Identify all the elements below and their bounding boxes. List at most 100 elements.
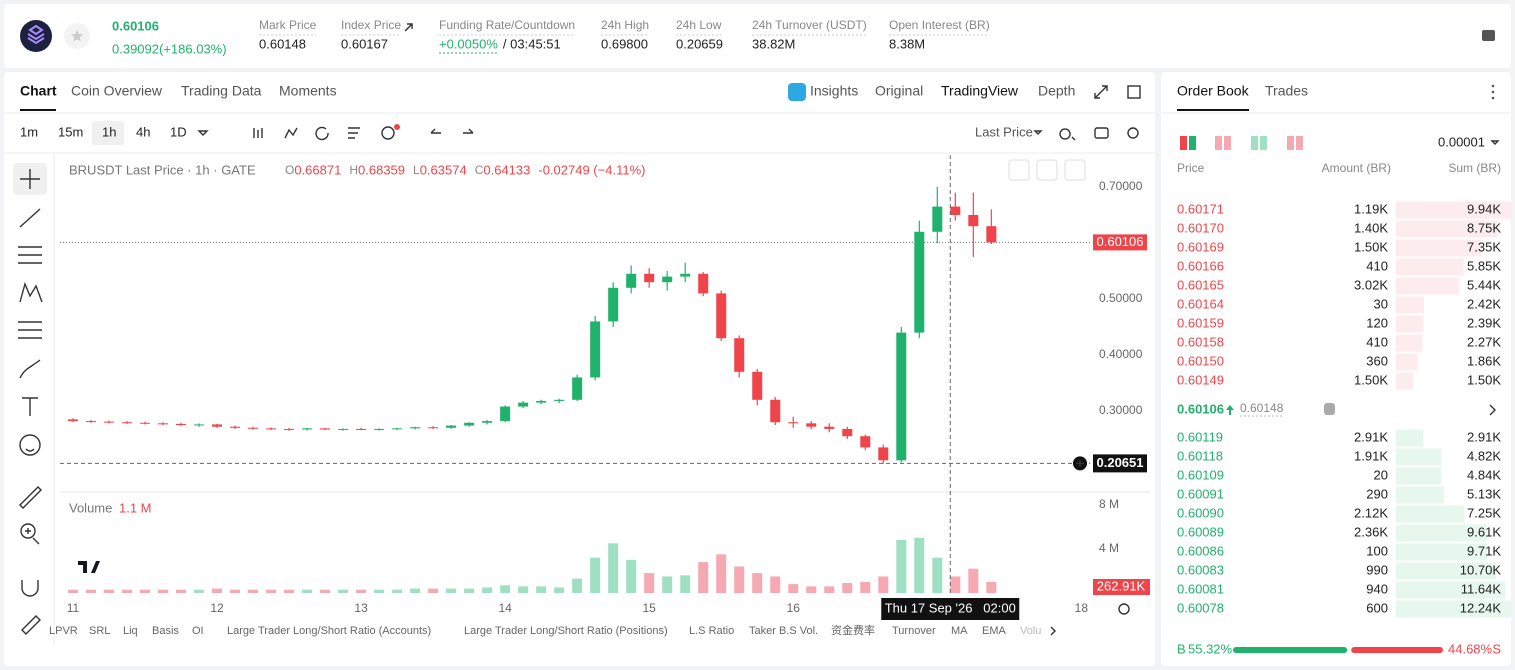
y-tick-label: 0.50000 — [1099, 291, 1143, 305]
price-source[interactable]: Last Price — [975, 124, 1033, 139]
volume-bar — [85, 589, 96, 593]
tab-underline — [20, 109, 56, 111]
interval-button[interactable]: 1D — [170, 124, 187, 139]
layout-toggle[interactable] — [1251, 136, 1258, 150]
stat-label: Mark Price — [259, 18, 317, 32]
indicator-tab[interactable]: EMA — [982, 625, 1007, 637]
interval-button[interactable]: 1h — [102, 124, 116, 139]
volume-bar — [788, 584, 799, 593]
indicator-tab[interactable]: OI — [192, 625, 204, 637]
precision-select[interactable]: 0.00001 — [1438, 134, 1485, 149]
header-icon[interactable] — [1482, 30, 1495, 41]
depth-bar — [1396, 486, 1445, 504]
volume-bar — [392, 589, 403, 593]
indicator-tab[interactable]: Basis — [152, 625, 179, 637]
legend-key: L — [413, 163, 420, 177]
indicator-tab[interactable]: SRL — [89, 625, 110, 637]
volume-bar — [482, 587, 493, 593]
expand-icon — [1094, 85, 1108, 99]
indicator-tab[interactable]: Liq — [123, 625, 138, 637]
candle-body — [392, 428, 403, 430]
layout-toggle[interactable] — [1260, 136, 1267, 150]
candle-body — [914, 231, 925, 333]
order-price: 0.60081 — [1177, 581, 1224, 596]
view-tab[interactable]: TradingView — [941, 83, 1019, 99]
order-sum: 4.84K — [1467, 467, 1501, 482]
interval-button[interactable]: 4h — [136, 124, 150, 139]
stat-value: 0.69800 — [601, 36, 648, 51]
chart-tab[interactable]: Chart — [20, 83, 57, 99]
layout-toggle[interactable] — [1215, 136, 1222, 150]
stat-value: 38.82M — [752, 36, 795, 51]
chart-tab[interactable]: Moments — [279, 83, 337, 99]
indicator-tab[interactable]: Large Trader Long/Short Ratio (Positions… — [464, 625, 668, 637]
chart-button[interactable] — [1036, 159, 1058, 181]
candle-body — [230, 426, 241, 428]
drawing-tool — [19, 359, 41, 379]
indicator-tab[interactable]: Taker B.S Vol. — [749, 625, 818, 637]
up-arrow — [1226, 405, 1234, 415]
order-amount: 1.19K — [1354, 201, 1388, 216]
view-tab[interactable]: Depth — [1038, 83, 1075, 99]
indicator-tab[interactable]: Large Trader Long/Short Ratio (Accounts) — [227, 625, 431, 637]
indicator-tab[interactable]: LPVR — [49, 625, 78, 637]
indicator-tab[interactable]: 资金费率 — [831, 623, 875, 637]
interval-button[interactable]: 15m — [58, 124, 83, 139]
volume-bar — [914, 537, 925, 593]
chart-button[interactable] — [1064, 159, 1086, 181]
candle-body — [680, 273, 691, 277]
order-amount: 1.50K — [1354, 239, 1388, 254]
candle-body — [986, 226, 997, 243]
stat-label: Index Price — [341, 18, 401, 32]
camera-icon[interactable] — [1094, 127, 1109, 139]
order-sum: 12.24K — [1460, 600, 1502, 615]
settings-icon[interactable] — [1127, 127, 1139, 139]
chart-tab[interactable]: Coin Overview — [71, 83, 163, 99]
volume-bar — [878, 576, 889, 593]
window-icon[interactable] — [1127, 85, 1141, 99]
volume-bar — [590, 557, 601, 593]
indicator-tab[interactable]: Turnover — [892, 625, 936, 637]
order-amount: 2.12K — [1354, 505, 1388, 520]
legend-title: BRUSDT Last Price · 1h · GATE — [69, 162, 256, 177]
toolbar-icon — [381, 126, 395, 140]
sell-bar — [1351, 647, 1443, 653]
candle-body — [554, 399, 565, 401]
stat-label: 24h High — [601, 18, 649, 32]
depth-bar — [1396, 543, 1488, 561]
x-tick-label: 13 — [354, 601, 368, 615]
chart-button[interactable] — [1008, 159, 1030, 181]
column-header: Sum (BR) — [1448, 161, 1501, 175]
view-tab[interactable]: Original — [875, 83, 923, 99]
layout-toggle[interactable] — [1287, 136, 1294, 150]
order-amount: 120 — [1366, 315, 1388, 330]
axis-settings[interactable] — [1118, 603, 1130, 615]
layout-toggle[interactable] — [1189, 136, 1196, 150]
interval-button[interactable]: 1m — [20, 124, 38, 139]
layout-toggle[interactable] — [1224, 136, 1231, 150]
volume-bar — [554, 587, 565, 593]
candle-body — [176, 423, 187, 426]
candle-body — [266, 428, 277, 430]
legend-value: 0.63574 — [420, 162, 467, 177]
legend-key: H — [349, 163, 358, 177]
chart-tab[interactable]: Trading Data — [181, 83, 262, 99]
indicator-tab[interactable]: Volu — [1020, 625, 1041, 637]
layout-toggle[interactable] — [1180, 136, 1187, 150]
y-tick-label: 0.70000 — [1099, 179, 1143, 193]
y-tick-label: 0.40000 — [1099, 347, 1143, 361]
x-tick-label: 16 — [787, 601, 801, 615]
order-amount: 20 — [1374, 467, 1388, 482]
order-book-tab[interactable]: Order Book — [1177, 83, 1250, 99]
chevron-icon — [1489, 404, 1496, 416]
candle-body — [572, 377, 583, 400]
layout-toggle[interactable] — [1296, 136, 1303, 150]
depth-bar — [1396, 353, 1418, 371]
trades-tab[interactable]: Trades — [1265, 83, 1308, 99]
indicator-tab[interactable]: MA — [951, 625, 968, 637]
order-sum: 4.82K — [1467, 448, 1501, 463]
dropdown-icon — [197, 130, 209, 136]
view-tab[interactable]: Insights — [810, 83, 858, 99]
indicator-tab[interactable]: L.S Ratio — [689, 625, 734, 637]
order-amount: 1.91K — [1354, 448, 1388, 463]
